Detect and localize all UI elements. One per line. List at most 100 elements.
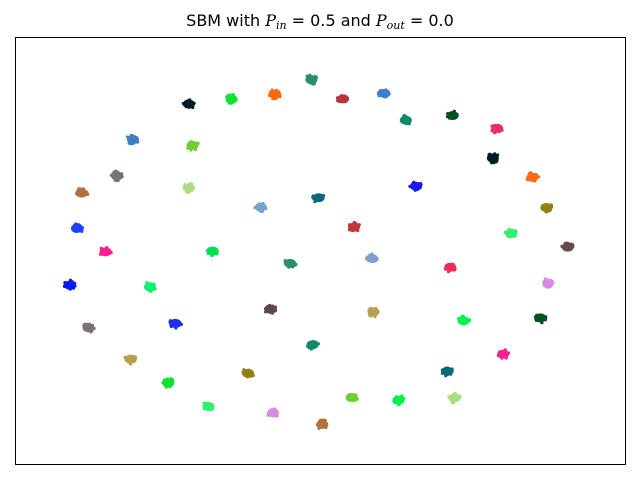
cluster-32	[143, 281, 157, 293]
node-point	[354, 396, 358, 400]
cluster-23	[540, 203, 554, 214]
node-point	[306, 344, 310, 348]
node-point	[504, 356, 508, 360]
node-point	[563, 241, 568, 245]
chart-title: SBM with Pin = 0.5 and Pout = 0.0	[0, 11, 640, 32]
node-point	[487, 155, 491, 159]
node-point	[440, 371, 444, 375]
node-point	[75, 190, 79, 194]
node-point	[184, 190, 189, 194]
node-point	[449, 372, 453, 376]
node-point	[384, 95, 388, 99]
node-point	[283, 259, 287, 263]
node-point	[444, 374, 448, 378]
node-point	[273, 305, 278, 309]
node-point	[172, 319, 176, 323]
cluster-34	[533, 313, 548, 325]
node-point	[309, 347, 313, 351]
node-point	[287, 259, 291, 263]
node-point	[394, 396, 398, 400]
node-point	[80, 194, 84, 198]
node-point	[187, 141, 191, 145]
node-point	[249, 370, 254, 374]
node-point	[79, 224, 83, 229]
node-point	[548, 207, 553, 212]
node-point	[309, 81, 313, 85]
node-point	[543, 318, 548, 322]
node-point	[321, 418, 325, 422]
node-point	[525, 177, 529, 181]
node-point	[313, 80, 317, 84]
node-point	[191, 187, 195, 191]
node-point	[210, 253, 215, 257]
node-point	[489, 161, 494, 165]
node-point	[134, 356, 138, 360]
node-point	[145, 281, 149, 286]
node-point	[317, 426, 321, 430]
cluster-33	[457, 314, 472, 326]
node-point	[367, 308, 371, 313]
node-point	[544, 203, 549, 207]
node-point	[187, 190, 191, 194]
title-in-subscript: in	[275, 19, 287, 32]
node-point	[107, 248, 112, 252]
cluster-12	[70, 222, 84, 234]
node-point	[170, 323, 174, 327]
title-eq-out: = 0.0	[404, 11, 454, 30]
node-point	[542, 282, 547, 286]
cluster-36	[367, 306, 380, 319]
cluster-43	[241, 368, 255, 379]
cluster-27	[283, 258, 298, 269]
node-point	[493, 129, 497, 133]
title-p-out: P	[375, 11, 387, 30]
node-point	[408, 117, 412, 121]
node-point	[546, 209, 550, 213]
node-point	[566, 248, 570, 252]
cluster-10	[182, 182, 195, 194]
node-point	[116, 179, 120, 183]
node-point	[446, 270, 451, 274]
node-point	[447, 262, 451, 267]
node-point	[338, 99, 342, 103]
node-point	[267, 305, 271, 309]
cluster-15	[311, 193, 326, 204]
node-point	[543, 277, 548, 281]
cluster-16	[347, 220, 361, 233]
node-point	[144, 286, 149, 291]
node-point	[268, 90, 272, 94]
node-point	[450, 400, 454, 405]
node-point	[85, 190, 89, 194]
node-point	[64, 281, 68, 286]
node-point	[540, 207, 545, 211]
node-point	[491, 153, 495, 157]
node-point	[168, 320, 172, 324]
cluster-39	[306, 339, 321, 351]
node-point	[354, 393, 358, 397]
node-point	[444, 267, 448, 271]
node-point	[274, 411, 279, 415]
cluster-35	[263, 303, 278, 315]
node-point	[71, 286, 76, 290]
node-point	[126, 135, 130, 139]
node-point	[506, 351, 511, 355]
node-point	[71, 282, 75, 286]
cluster-38	[168, 318, 183, 330]
cluster-26	[205, 246, 219, 258]
node-point	[227, 101, 231, 105]
node-point	[149, 289, 153, 293]
node-point	[465, 317, 469, 321]
cluster-4	[267, 88, 282, 101]
cluster-40	[496, 348, 511, 360]
node-point	[540, 321, 544, 325]
node-point	[62, 284, 67, 288]
node-point	[203, 406, 207, 410]
node-point	[89, 330, 93, 334]
node-point	[496, 153, 500, 157]
node-point	[497, 354, 502, 358]
node-point	[275, 413, 279, 418]
node-point	[503, 230, 507, 234]
node-point	[174, 326, 178, 330]
node-point	[451, 393, 455, 397]
node-point	[270, 408, 275, 412]
